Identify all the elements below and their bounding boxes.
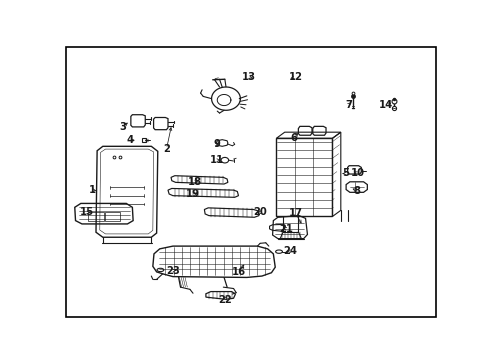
Text: 7: 7	[344, 100, 351, 110]
Text: 14: 14	[378, 100, 393, 110]
Text: 8: 8	[352, 186, 360, 196]
Text: 9: 9	[213, 139, 220, 149]
Text: 21: 21	[279, 224, 293, 234]
Text: 23: 23	[166, 266, 180, 275]
Text: 19: 19	[185, 189, 200, 199]
Text: 5: 5	[342, 168, 349, 179]
Text: 4: 4	[126, 135, 133, 145]
Text: 6: 6	[290, 133, 297, 143]
Text: 24: 24	[283, 246, 297, 256]
Text: 1: 1	[88, 185, 96, 195]
Text: 12: 12	[288, 72, 302, 82]
Text: 11: 11	[210, 155, 224, 165]
Bar	[88, 212, 103, 221]
Text: 22: 22	[218, 294, 231, 305]
Text: 16: 16	[231, 267, 245, 277]
Bar	[104, 212, 120, 221]
Text: 3: 3	[119, 122, 126, 132]
Text: 18: 18	[187, 177, 201, 187]
Text: 17: 17	[288, 208, 302, 218]
Text: 15: 15	[80, 207, 94, 217]
Text: 13: 13	[242, 72, 256, 82]
Text: 2: 2	[163, 144, 169, 154]
Text: 10: 10	[350, 168, 364, 179]
Text: 20: 20	[253, 207, 266, 217]
